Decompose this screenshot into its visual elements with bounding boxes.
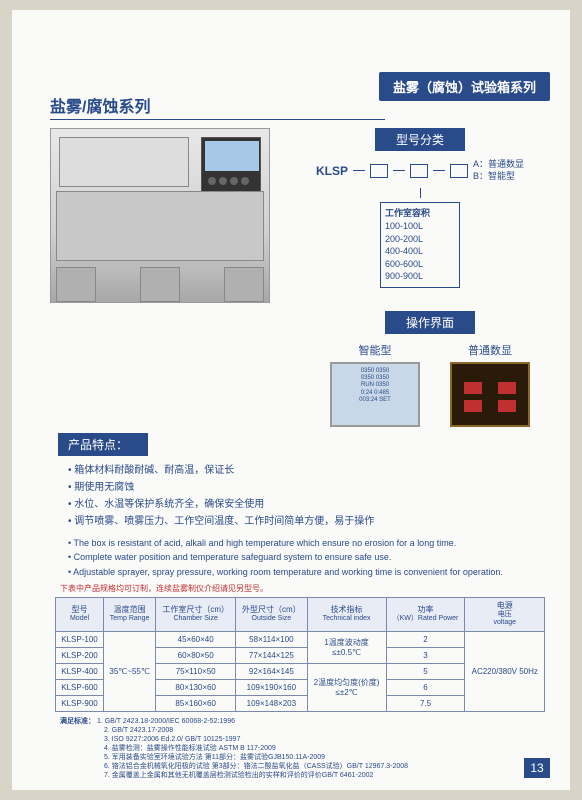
features-header: 产品特点： [58, 433, 148, 456]
capacity-box: 工作室容积 100-100L 200-200L 400-400L 600-600… [380, 202, 460, 288]
model-classification: 型号分类 KLSP A：普通数显 B：智能型 工作室容积 100-100L 20… [290, 128, 550, 303]
product-image [50, 128, 270, 303]
normal-label: 普通数显 [450, 342, 530, 358]
standards: 满足标准： 1. GB/T 2423.18-2000/IEC 60068-2-5… [60, 717, 550, 781]
smart-screen-image: 0350 03500350 0350RUN 03500:24 0:485003:… [330, 362, 420, 427]
table-row: KLSP-100 35℃~55℃ 45×60×40 58×114×100 1温度… [56, 631, 545, 647]
header-tab: 盐雾（腐蚀）试验箱系列 [379, 72, 550, 101]
type-b-note: B：智能型 [473, 171, 524, 183]
interface-section: 智能型 0350 03500350 0350RUN 03500:24 0:485… [50, 342, 550, 427]
normal-screen-image [450, 362, 530, 427]
smart-label: 智能型 [330, 342, 420, 358]
features-list-en: The box is resistant of acid, alkali and… [50, 536, 550, 579]
type-a-note: A：普通数显 [473, 159, 524, 171]
model-prefix: KLSP [316, 164, 348, 178]
interface-header: 操作界面 [385, 311, 475, 334]
page-number: 13 [524, 758, 550, 778]
model-header: 型号分类 [375, 128, 465, 151]
section-title: 盐雾/腐蚀系列 [50, 93, 385, 120]
features-list-cn: 箱体材料耐酸耐碱、耐高温，保证长 期使用无腐蚀 水位、水温等保护系统齐全，确保安… [50, 456, 550, 536]
table-note: 下表中产品规格均可订制，连续盐雾制仪介绍请见另型号。 [60, 583, 550, 594]
spec-table: 型号Model 温度范围Temp Range 工作室尺寸（cm）Chamber … [55, 597, 545, 711]
